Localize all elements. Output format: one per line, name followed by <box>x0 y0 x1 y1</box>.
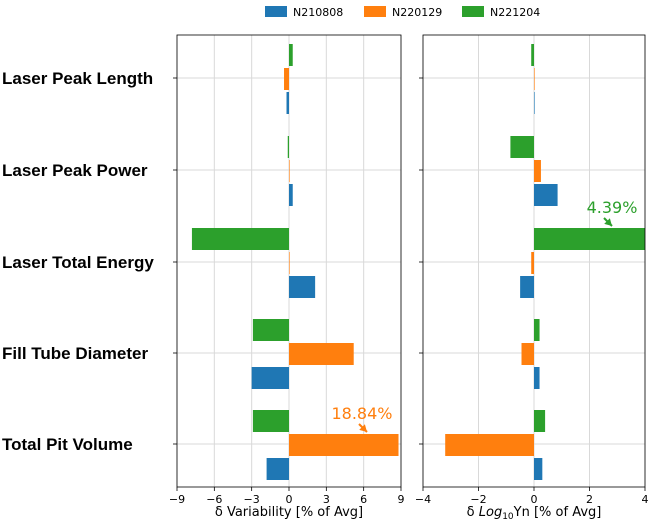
legend-label-n220129: N220129 <box>392 6 442 19</box>
bar-n220129 <box>289 160 290 182</box>
bar-n221204 <box>534 319 540 341</box>
x-tick-label: −6 <box>206 493 222 506</box>
bar-n221204 <box>287 136 289 158</box>
bar-n221204 <box>191 228 289 250</box>
x-axis-label: δ Log10Yn [% of Avg] <box>467 505 602 522</box>
annotation-label: 4.39% <box>587 198 638 217</box>
legend-swatch-n210808 <box>265 6 287 17</box>
category-label: Laser Peak Power <box>2 161 148 180</box>
bar-n220129 <box>531 252 534 274</box>
bar-n210808 <box>534 92 535 114</box>
bar-n221204 <box>534 410 546 432</box>
category-label: Laser Peak Length <box>2 69 153 88</box>
right-panel: −4 −2 0 2 4 δ Log10Yn [% of Avg] 4.39% <box>415 34 649 522</box>
legend-label-n221204: N221204 <box>490 6 540 19</box>
bar-n210808 <box>266 458 289 480</box>
bar-n220129 <box>445 434 534 456</box>
bar-n210808 <box>286 92 289 114</box>
x-tick-label: −4 <box>415 493 431 506</box>
left-panel: −9 −6 −3 0 3 6 9 δ Variability [% of Avg] 18.84% <box>169 34 405 520</box>
bar-n210808 <box>289 184 293 206</box>
bar-n221204 <box>289 44 293 66</box>
bar-n220129 <box>284 68 289 90</box>
legend: N210808 N220129 N221204 <box>265 6 540 19</box>
legend-label-n210808: N210808 <box>293 6 343 19</box>
bar-n221204 <box>252 410 289 432</box>
category-label: Total Pit Volume <box>2 435 133 454</box>
x-tick-label: −2 <box>470 493 486 506</box>
x-axis-label: δ Variability [% of Avg] <box>215 505 363 520</box>
bar-n221204 <box>510 136 534 158</box>
x-tick-label: 3 <box>323 493 330 506</box>
x-tick-label: 0 <box>531 493 538 506</box>
annotation-arrowhead <box>359 424 367 432</box>
annotation-arrowhead <box>604 218 612 226</box>
bar-n220129 <box>521 343 534 365</box>
x-tick-label: 9 <box>398 493 405 506</box>
bar-n220129 <box>289 434 399 456</box>
bar-n221204 <box>252 319 289 341</box>
category-labels: Laser Peak Length Laser Peak Power Laser T… <box>2 69 154 454</box>
bar-n221204 <box>534 228 645 250</box>
x-tick-label: 2 <box>586 493 593 506</box>
bar-n220129 <box>289 343 354 365</box>
bar-n210808 <box>251 367 289 389</box>
bar-n210808 <box>289 276 316 298</box>
category-label: Laser Total Energy <box>2 253 154 272</box>
bar-n210808 <box>534 458 543 480</box>
bar-n220129 <box>534 160 541 182</box>
bar-n210808 <box>520 276 534 298</box>
legend-swatch-n221204 <box>462 6 484 17</box>
x-tick-label: 4 <box>642 493 649 506</box>
bar-n210808 <box>534 367 540 389</box>
bar-n210808 <box>534 184 558 206</box>
category-label: Fill Tube Diameter <box>2 344 148 363</box>
x-tick-label: −9 <box>169 493 185 506</box>
x-tick-label: −3 <box>244 493 260 506</box>
bar-n220129 <box>289 252 290 274</box>
x-tick-label: 6 <box>360 493 367 506</box>
annotation-label: 18.84% <box>331 404 392 423</box>
legend-swatch-n220129 <box>364 6 386 17</box>
bar-n220129 <box>534 68 535 90</box>
bar-n221204 <box>531 44 534 66</box>
x-tick-label: 0 <box>286 493 293 506</box>
